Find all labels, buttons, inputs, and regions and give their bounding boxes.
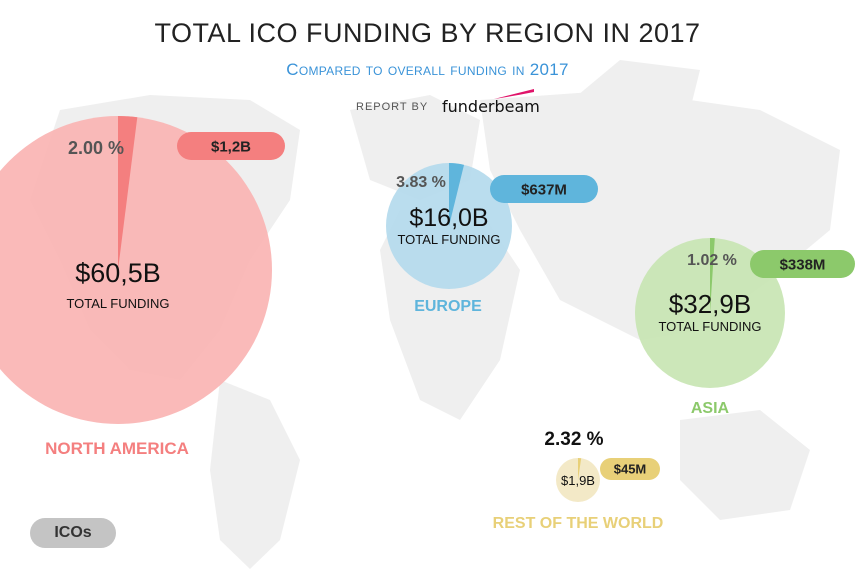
rest-of-the-world-ico-value: $45M (614, 462, 647, 477)
europe-region-name: EUROPE (414, 298, 482, 315)
asia-ico-slice (710, 238, 715, 313)
north-america-ico-value: $1,2B (211, 138, 251, 155)
asia-total-label: TOTAL FUNDING (658, 319, 761, 334)
north-america-total-value: $60,5B (75, 258, 161, 288)
north-america-ico-pill (177, 132, 285, 160)
chart-subtitle: Compared to overall funding in 2017 (286, 60, 569, 79)
north-america-total-circle (0, 116, 272, 424)
brand-logo: funderbeam (442, 97, 540, 116)
europe-ico-value: $637M (521, 181, 567, 198)
chart-title: TOTAL ICO FUNDING BY REGION IN 2017 (154, 18, 701, 48)
brand-swoosh-icon (494, 89, 534, 99)
north-america-region-name: NORTH AMERICA (45, 439, 189, 458)
report-by-label: REPORT BY (356, 101, 429, 113)
asia-percent-label: 1.02 % (687, 252, 737, 269)
asia-ico-value: $338M (780, 256, 826, 273)
legend-icos: ICOs (30, 518, 116, 548)
europe-percent-label: 3.83 % (396, 174, 446, 191)
rest-of-the-world-total-value: $1,9B (561, 473, 595, 488)
asia-ico-pill (750, 250, 855, 278)
europe-total-label: TOTAL FUNDING (397, 232, 500, 247)
rest-of-the-world-percent-label: 2.32 % (544, 429, 603, 450)
north-america-percent-label: 2.00 % (68, 138, 124, 158)
north-america-ico-slice (118, 116, 138, 270)
rest-of-the-world-ico-pill (600, 458, 660, 480)
rest-of-the-world-region-name: REST OF THE WORLD (493, 515, 664, 532)
europe-ico-pill (490, 175, 598, 203)
asia-region-name: ASIA (691, 400, 730, 417)
rest-of-the-world-ico-slice (578, 458, 582, 480)
north-america-total-label: TOTAL FUNDING (66, 296, 169, 311)
europe-total-value: $16,0B (409, 204, 488, 232)
europe-ico-slice (449, 163, 465, 226)
asia-total-value: $32,9B (669, 289, 751, 319)
